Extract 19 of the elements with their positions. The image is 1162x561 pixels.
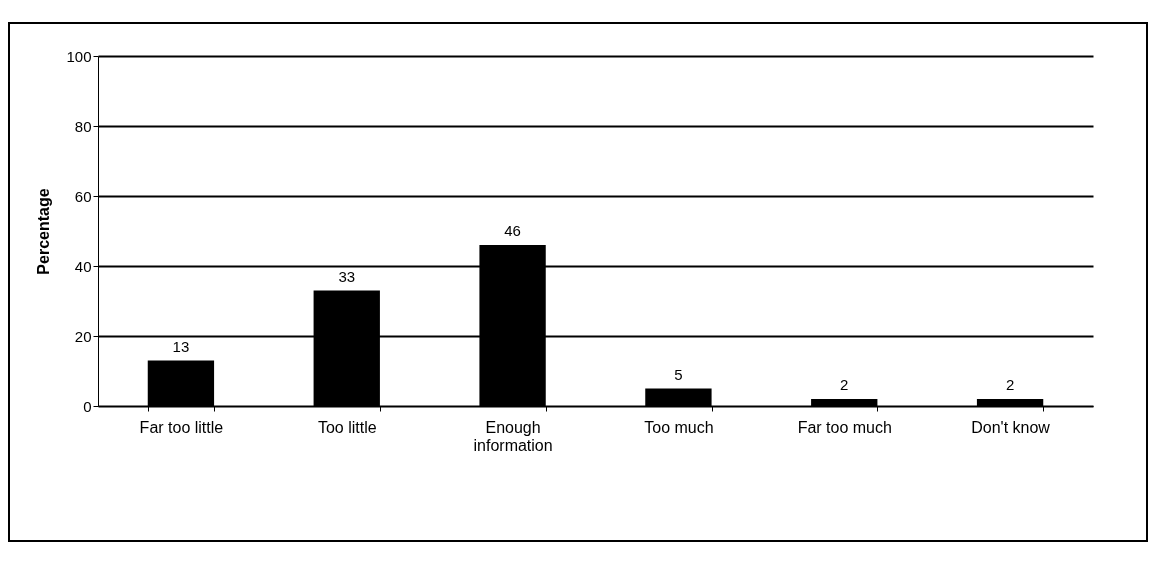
- data-label: 2: [840, 376, 849, 393]
- data-label: 46: [504, 222, 521, 239]
- x-tick-label: Too little: [317, 418, 377, 436]
- data-label: 13: [172, 337, 190, 355]
- y-tick-label: 20: [74, 327, 92, 345]
- x-tick-label: Far too little: [139, 418, 224, 436]
- y-tick-label: 40: [74, 257, 92, 275]
- x-tick-label: Far too much: [797, 418, 892, 436]
- y-tick-label: 80: [74, 117, 92, 135]
- x-tick-label: Enough information: [473, 418, 553, 454]
- x-tick-label: Too much: [644, 418, 714, 436]
- data-label: 2: [1005, 376, 1015, 393]
- data-label: 5: [674, 365, 683, 383]
- y-tick-label: 60: [74, 187, 92, 205]
- data-label: 33: [338, 267, 356, 285]
- x-tick-label: Don't know: [971, 418, 1051, 436]
- y-axis-title: Percentage: [35, 188, 53, 275]
- y-tick-label: 0: [83, 397, 92, 415]
- y-tick-label: 100: [66, 47, 92, 65]
